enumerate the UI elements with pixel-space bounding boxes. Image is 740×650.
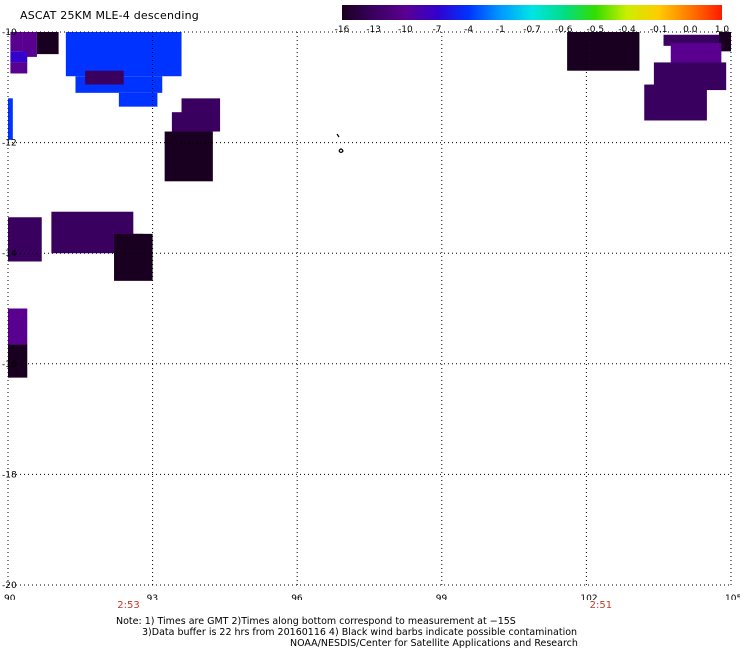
color-scale-label: -0.6 bbox=[554, 25, 573, 35]
color-scale-label: -0.7 bbox=[523, 25, 541, 35]
wind-data-cell bbox=[164, 131, 213, 182]
island-outline bbox=[336, 133, 340, 138]
latitude-tick-label: -14 bbox=[2, 249, 17, 259]
color-scale-label: 0.0 bbox=[683, 25, 698, 35]
wind-data-cell bbox=[8, 217, 42, 262]
note-line-1: Note: 1) Times are GMT 2)Times along bot… bbox=[116, 616, 516, 627]
wind-data-cell bbox=[36, 32, 59, 55]
wind-data-cell bbox=[10, 51, 28, 63]
latitude-tick-label: -12 bbox=[2, 139, 17, 149]
wind-data-cell bbox=[118, 92, 158, 107]
pass-time-label: 2:51 bbox=[589, 600, 613, 611]
longitude-tick-label: 102 bbox=[580, 594, 597, 600]
note-line-2: 3)Data buffer is 22 hrs from 20160116 4)… bbox=[142, 627, 578, 638]
wind-data-cell bbox=[10, 62, 28, 74]
longitude-tick-label: 96 bbox=[291, 594, 303, 600]
wind-data-cell bbox=[10, 32, 23, 52]
longitude-tick-label: 105 bbox=[725, 594, 740, 600]
wind-data-cell bbox=[65, 32, 182, 77]
latitude-tick-label: -16 bbox=[2, 360, 17, 370]
color-scale-bar bbox=[342, 5, 722, 20]
color-scale-label: -16 bbox=[334, 25, 350, 35]
longitude-tick-label: 90 bbox=[4, 594, 16, 600]
wind-data-cell bbox=[22, 32, 37, 57]
wind-data-cell bbox=[663, 34, 731, 46]
color-scale-label: 1.0 bbox=[714, 25, 730, 35]
color-scale-label: -7 bbox=[432, 25, 442, 35]
longitude-tick-label: 99 bbox=[436, 594, 448, 600]
color-scale-label: -0.1 bbox=[649, 25, 668, 35]
pass-time-label: 2:53 bbox=[117, 600, 140, 611]
wind-data-cell bbox=[8, 98, 13, 140]
color-scale-label: -13 bbox=[366, 25, 382, 35]
color-scale-label: -4 bbox=[464, 25, 474, 35]
wind-data-cell bbox=[114, 233, 153, 281]
wind-data-cell bbox=[8, 344, 28, 378]
color-scale-label: -1 bbox=[495, 25, 505, 35]
note-line-3: NOAA/NESDIS/Center for Satellite Applica… bbox=[290, 638, 578, 649]
wind-data-cell bbox=[644, 84, 707, 121]
color-scale-label: -0.4 bbox=[618, 25, 636, 35]
color-scale-label: -0.5 bbox=[586, 25, 605, 35]
wind-data-cell bbox=[567, 32, 640, 71]
wind-data-cell bbox=[718, 32, 731, 52]
island-outline bbox=[338, 148, 344, 154]
latitude-tick-label: -20 bbox=[2, 581, 17, 591]
color-scale-gradient bbox=[342, 5, 722, 20]
longitude-tick-label: 93 bbox=[147, 594, 158, 600]
color-scale-label: -10 bbox=[397, 25, 413, 35]
latitude-tick-label: -10 bbox=[2, 28, 17, 38]
map-title: ASCAT 25KM MLE-4 descending bbox=[20, 9, 199, 22]
latitude-tick-label: -18 bbox=[2, 470, 17, 480]
wind-map-plot: 90 93 96 99 102 105 -10 -12 -14 -16 -18 -20 bbox=[2, 28, 740, 600]
wind-data-cell bbox=[85, 70, 124, 85]
wind-data-cell bbox=[670, 43, 722, 66]
wind-data-cell bbox=[8, 308, 28, 345]
